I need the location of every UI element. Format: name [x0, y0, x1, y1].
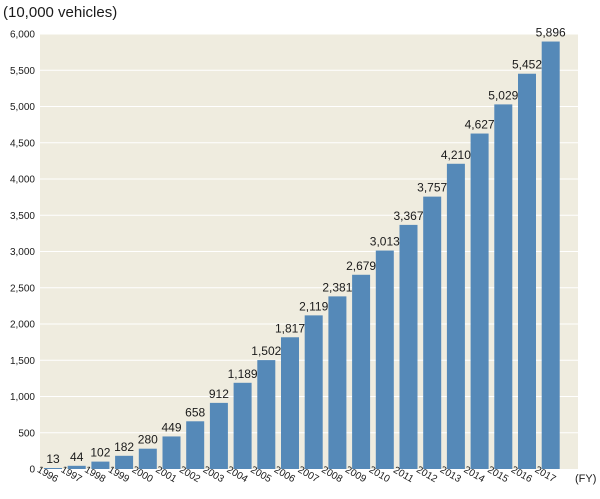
bar-value-label: 3,757: [417, 181, 447, 195]
bar: [115, 455, 134, 469]
bar: [186, 421, 205, 469]
y-tick-label: 4,500: [10, 138, 35, 149]
bar-value-label: 2,679: [346, 259, 376, 273]
bar-value-label: 2,381: [322, 280, 352, 294]
bar: [233, 382, 252, 469]
bar: [209, 402, 228, 469]
y-tick-label: 1,000: [10, 392, 35, 403]
bar-value-label: 4,627: [465, 118, 495, 132]
bar-value-label: 1,189: [228, 367, 258, 381]
bar: [328, 296, 347, 469]
bar-value-label: 5,896: [536, 26, 566, 40]
bar-value-label: 182: [114, 440, 134, 454]
y-tick-label: 2,500: [10, 283, 35, 294]
bar-value-label: 5,029: [488, 88, 518, 102]
y-tick-label: 3,000: [10, 247, 35, 258]
bar: [138, 448, 157, 469]
y-tick-label: 0: [29, 465, 35, 476]
y-tick-label: 2,000: [10, 320, 35, 331]
y-axis-ticks: 0 500 1,000 1,500 2,000 2,500 3,000 3,500 4,000 4…: [10, 30, 35, 476]
bar: [304, 315, 323, 469]
bar: [281, 337, 299, 469]
bar: [541, 41, 560, 469]
y-tick-label: 500: [18, 428, 35, 439]
bar: [257, 360, 276, 469]
y-tick-label: 3,500: [10, 211, 35, 222]
bars: [44, 41, 560, 470]
bar-value-label: 2,119: [299, 299, 328, 313]
bar: [494, 104, 513, 470]
bar-value-label: 44: [70, 450, 84, 464]
bar-value-label: 5,452: [512, 58, 542, 72]
bar-value-label: 3,367: [393, 209, 423, 223]
bar: [91, 461, 110, 469]
bar: [67, 465, 86, 469]
bar-value-label: 1,817: [275, 321, 305, 335]
bar-value-label: 3,013: [370, 235, 400, 249]
bar-value-label: 280: [138, 433, 158, 447]
bar-value-label: 449: [161, 420, 181, 434]
bar: [399, 224, 418, 469]
bar: [446, 163, 465, 469]
bar: [162, 436, 181, 469]
y-tick-label: 6,000: [10, 30, 35, 41]
x-axis-label: (FY): [575, 473, 596, 485]
bar: [44, 468, 62, 469]
bar: [423, 196, 442, 469]
y-tick-label: 5,500: [10, 66, 35, 77]
y-unit-label: (10,000 vehicles): [3, 4, 117, 21]
bar-value-label: 912: [209, 387, 229, 401]
bar-value-label: 658: [185, 405, 205, 419]
bar-value-label: 102: [90, 446, 110, 460]
y-tick-label: 5,000: [10, 102, 35, 113]
bar: [518, 73, 536, 469]
y-tick-label: 4,000: [10, 175, 35, 186]
bar-value-label: 4,210: [441, 148, 471, 162]
bar: [352, 274, 371, 469]
bar-value-label: 13: [46, 452, 60, 466]
bar: [375, 250, 394, 469]
bar: [470, 133, 489, 470]
y-tick-label: 1,500: [10, 356, 35, 367]
bar-value-label: 1,502: [251, 344, 281, 358]
